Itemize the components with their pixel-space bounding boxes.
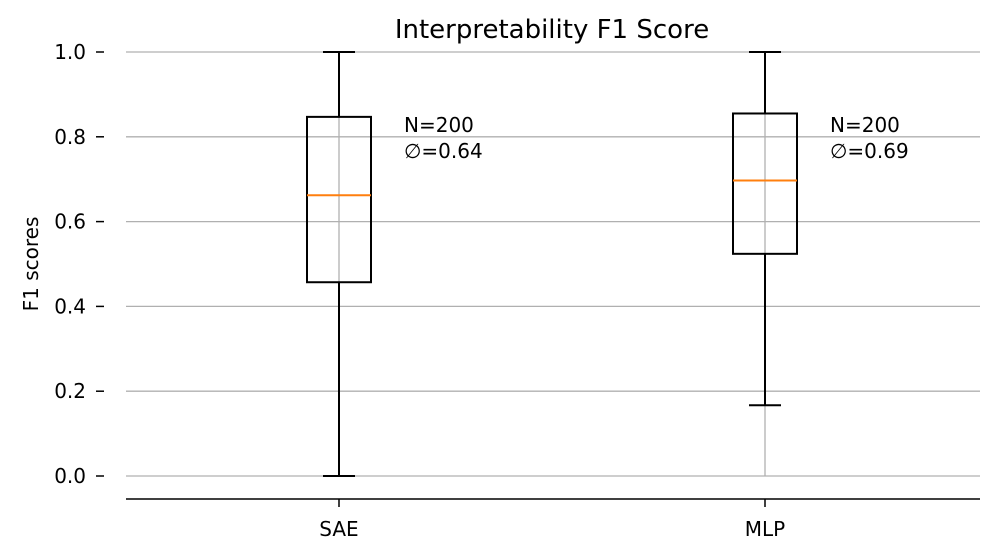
box-mlp bbox=[732, 51, 798, 407]
y-tick-label: 0.0 bbox=[54, 464, 86, 488]
chart-title: Interpretability F1 Score bbox=[395, 15, 709, 45]
annotation-mean: ∅=0.69 bbox=[830, 139, 909, 163]
y-axis: 0.0 0.2 0.4 0.6 0.8 1.0 bbox=[54, 40, 104, 488]
x-axis: SAE MLP bbox=[126, 498, 980, 541]
x-tick-label: MLP bbox=[745, 517, 785, 541]
annotation-count: N=200 bbox=[830, 113, 900, 137]
annotation-count: N=200 bbox=[404, 113, 474, 137]
iqr-box bbox=[732, 112, 798, 255]
box-sae bbox=[306, 51, 372, 477]
annotations: N=200∅=0.64N=200∅=0.69 bbox=[404, 113, 909, 163]
y-tick-label: 1.0 bbox=[54, 40, 86, 64]
y-axis-label: F1 scores bbox=[19, 217, 43, 312]
y-tick-label: 0.6 bbox=[54, 210, 86, 234]
x-tick-label: SAE bbox=[319, 517, 358, 541]
boxes bbox=[306, 51, 798, 477]
annotation-mean: ∅=0.64 bbox=[404, 139, 483, 163]
y-tick-label: 0.8 bbox=[54, 125, 86, 149]
y-tick-label: 0.4 bbox=[54, 294, 86, 318]
gridlines bbox=[126, 51, 980, 477]
y-tick-label: 0.2 bbox=[54, 379, 86, 403]
iqr-box bbox=[306, 115, 372, 284]
